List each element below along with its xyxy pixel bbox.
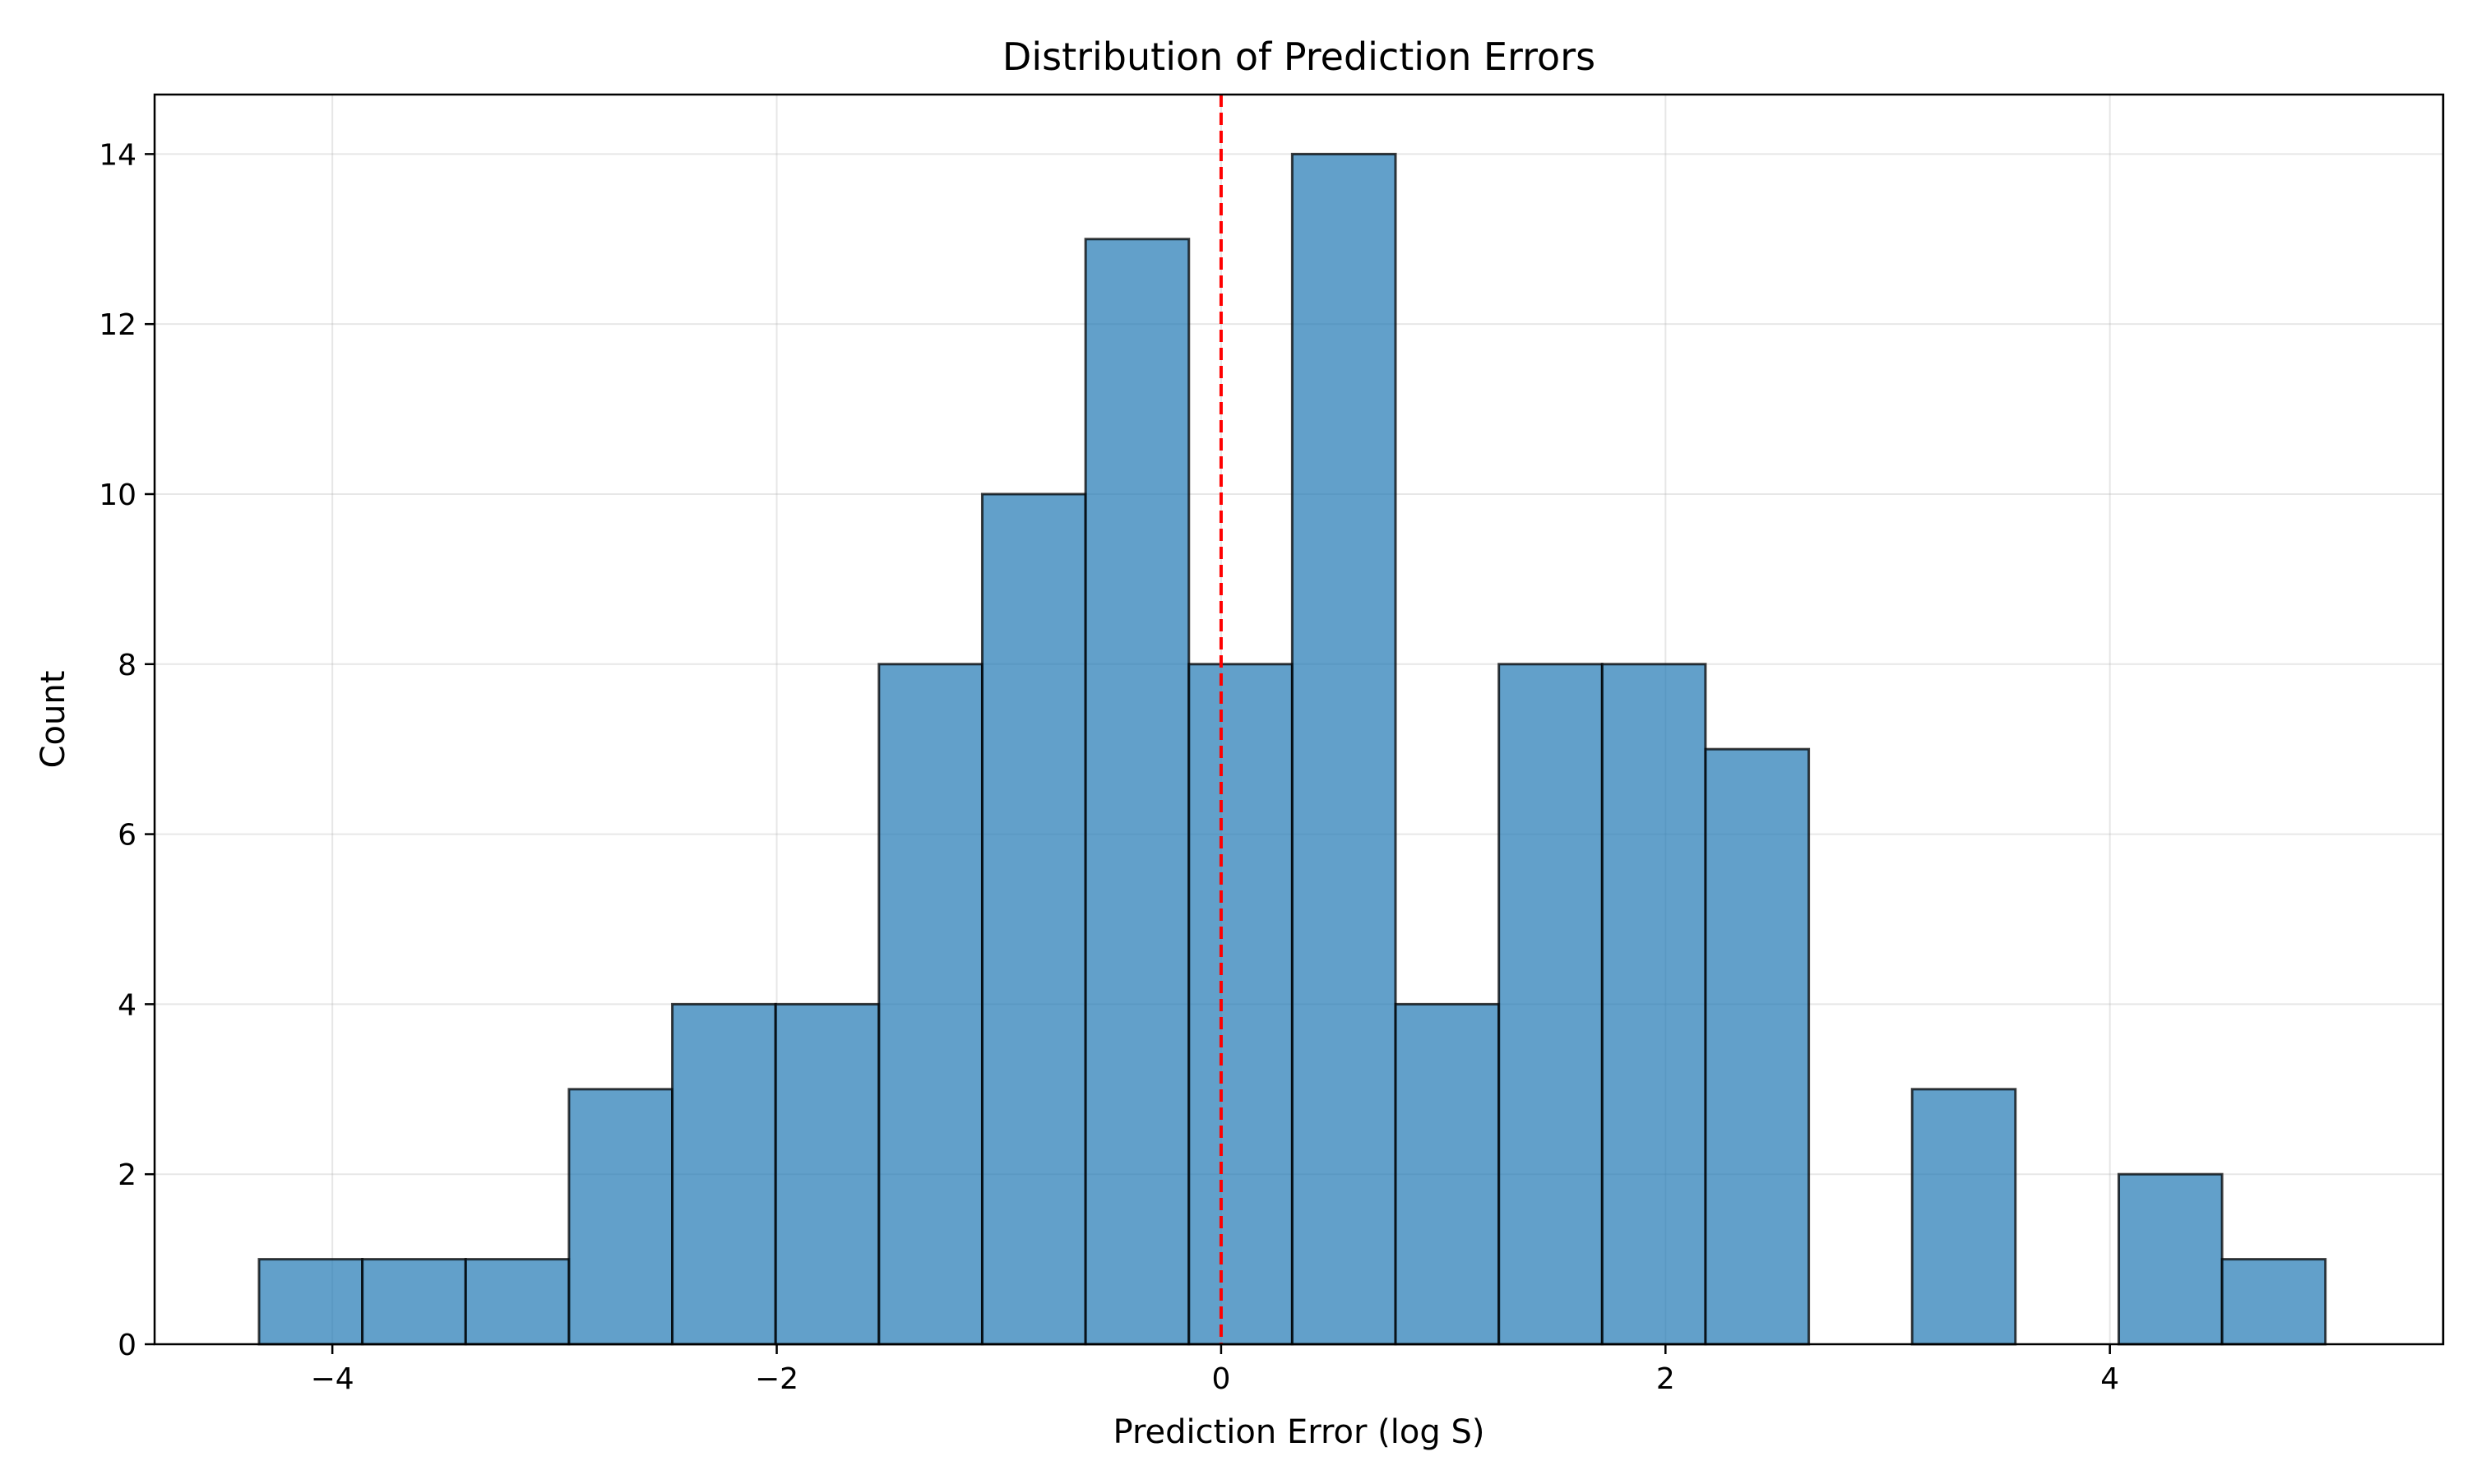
- chart-title: Distribution of Prediction Errors: [1002, 35, 1595, 79]
- histogram-bar: [1704, 747, 1811, 1346]
- y-tick-label: 14: [99, 138, 137, 172]
- y-tick-label: 10: [99, 478, 137, 512]
- histogram-bar: [361, 1258, 467, 1346]
- histogram-bar: [567, 1088, 674, 1346]
- y-tick-label: 0: [118, 1329, 137, 1362]
- y-tick-label: 4: [118, 988, 137, 1022]
- x-tick-label: 4: [2100, 1362, 2119, 1396]
- histogram-bar: [774, 1002, 881, 1346]
- x-tick-label: −4: [311, 1362, 354, 1396]
- bars-layer: [257, 152, 2327, 1346]
- histogram-bar: [257, 1258, 364, 1346]
- x-tick-label: 2: [1656, 1362, 1675, 1396]
- y-tick-label: 12: [99, 308, 137, 342]
- plot-frame: [153, 93, 2445, 1346]
- histogram-bar: [1290, 152, 1397, 1346]
- histogram-bar: [1084, 238, 1191, 1346]
- histogram-bar: [980, 492, 1087, 1346]
- histogram-bar: [671, 1002, 777, 1346]
- x-axis-ticks: −4 −2 0 2 4: [311, 1344, 2119, 1396]
- y-tick-label: 2: [118, 1158, 137, 1192]
- histogram-bar: [877, 663, 984, 1346]
- histogram-bar: [1497, 663, 1604, 1346]
- y-axis-ticks: 0 2 4 6 8 10 12 14: [99, 138, 155, 1362]
- histogram-bar: [1187, 663, 1294, 1346]
- y-axis-label: Count: [35, 671, 72, 769]
- histogram-bar: [1394, 1002, 1501, 1346]
- histogram-bar: [464, 1258, 571, 1346]
- x-axis-label: Prediction Error (log S): [1113, 1413, 1485, 1451]
- histogram-bar: [1600, 663, 1707, 1346]
- histogram-bar: [2220, 1258, 2327, 1346]
- x-tick-label: −2: [755, 1362, 798, 1396]
- x-tick-label: 0: [1211, 1362, 1230, 1396]
- y-tick-label: 8: [118, 649, 137, 682]
- histogram-bar: [1910, 1088, 2017, 1346]
- y-tick-label: 6: [118, 819, 137, 853]
- histogram-bar: [2118, 1172, 2224, 1346]
